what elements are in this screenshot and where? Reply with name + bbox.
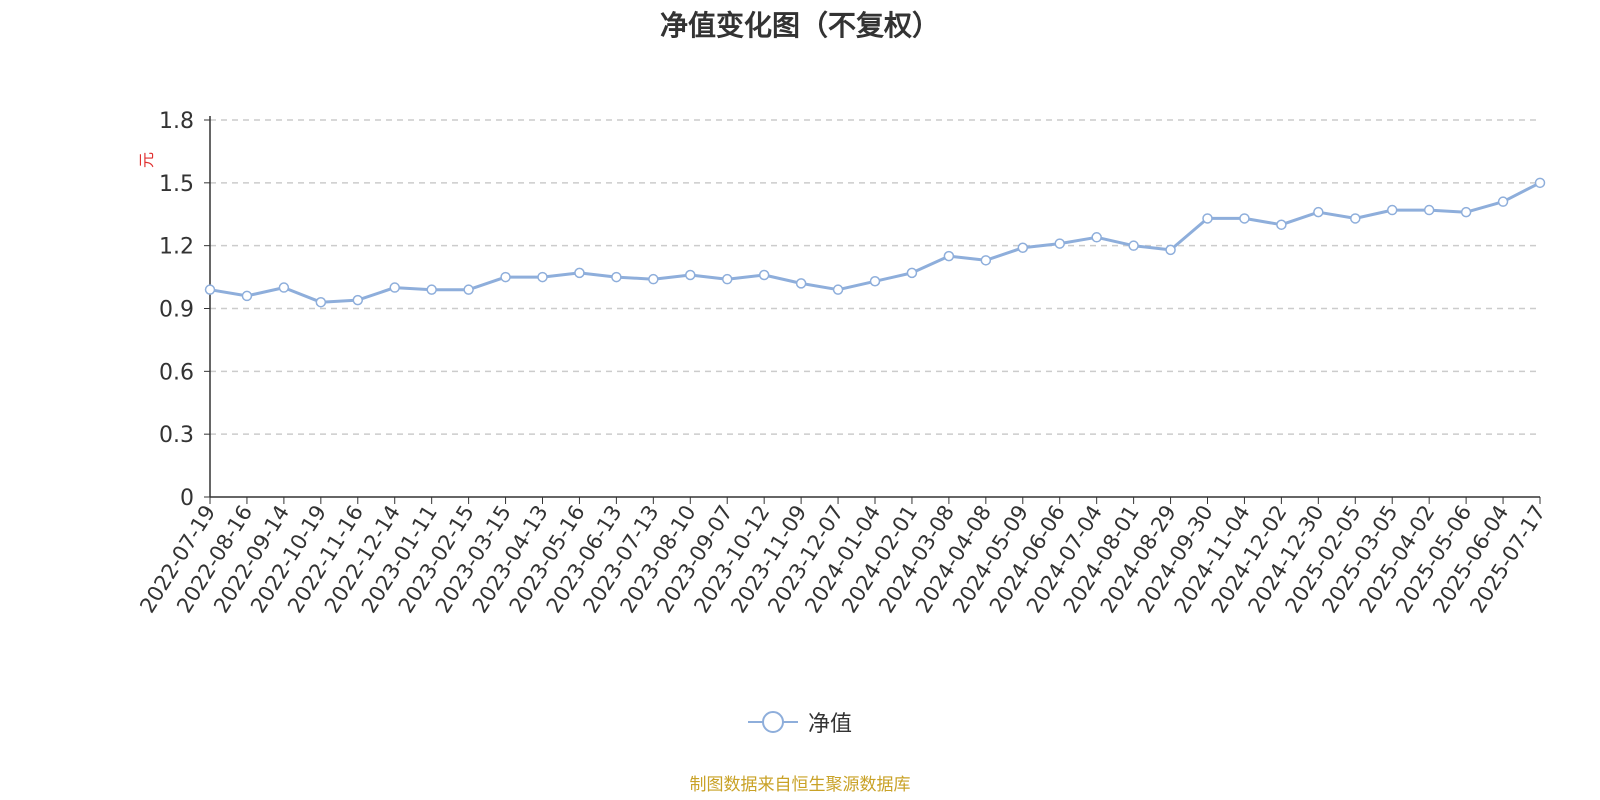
y-tick-label: 0.9 <box>159 298 194 323</box>
axes <box>209 116 1540 498</box>
data-point[interactable] <box>1423 204 1435 216</box>
y-tick-label: 1.8 <box>159 109 194 134</box>
data-point[interactable] <box>1534 177 1546 189</box>
data-point[interactable] <box>1350 213 1361 224</box>
data-point[interactable] <box>1386 204 1398 216</box>
y-tick-label: 1.2 <box>159 235 194 260</box>
data-point[interactable] <box>1017 242 1029 254</box>
data-point[interactable] <box>426 284 437 295</box>
data-point[interactable] <box>906 267 918 279</box>
data-point[interactable] <box>204 284 216 295</box>
data-point[interactable] <box>241 290 253 302</box>
y-tick-label: 0.6 <box>159 360 194 385</box>
data-point[interactable] <box>574 267 585 279</box>
data-point[interactable] <box>1054 238 1065 249</box>
y-axis-ticks: 0 0.3 0.6 0.9 1.2 1.5 1.8 <box>159 109 210 511</box>
data-point[interactable] <box>389 282 400 293</box>
data-point[interactable] <box>500 271 511 283</box>
y-tick-label: 1.5 <box>159 172 194 197</box>
source-note: 制图数据来自恒生聚源数据库 <box>689 775 911 795</box>
data-point[interactable] <box>315 296 327 308</box>
data-point[interactable] <box>1460 206 1472 218</box>
legend-label: 净值 <box>807 712 852 737</box>
data-point[interactable] <box>611 271 622 283</box>
data-point[interactable] <box>1497 196 1509 207</box>
data-point[interactable] <box>1313 206 1324 218</box>
grid-lines <box>210 119 1540 435</box>
data-point[interactable] <box>832 284 844 295</box>
data-point[interactable] <box>943 250 955 262</box>
data-point[interactable] <box>795 278 807 289</box>
data-point[interactable] <box>758 269 770 281</box>
data-point[interactable] <box>721 273 733 285</box>
y-tick-label: 0 <box>180 486 194 511</box>
data-point[interactable] <box>980 255 992 266</box>
data-point[interactable] <box>1128 240 1139 251</box>
data-point[interactable] <box>869 276 881 287</box>
data-point[interactable] <box>463 284 474 295</box>
y-axis-label: 元 <box>137 152 156 168</box>
data-point[interactable] <box>278 282 290 293</box>
data-point[interactable] <box>537 271 548 283</box>
data-point[interactable] <box>648 273 659 285</box>
legend-line-marker-icon <box>747 711 798 733</box>
series-layer <box>204 177 1546 308</box>
x-axis-ticks: 2022-07-192022-08-162022-09-142022-10-19… <box>135 497 1550 617</box>
data-point[interactable] <box>352 294 364 306</box>
data-point[interactable] <box>685 269 696 281</box>
y-tick-label: 0.3 <box>159 423 194 448</box>
data-point[interactable] <box>1165 244 1176 256</box>
data-point[interactable] <box>1091 232 1102 243</box>
data-point[interactable] <box>1202 213 1213 224</box>
chart-title: 净值变化图（不复权） <box>659 9 940 42</box>
data-point[interactable] <box>1239 213 1250 224</box>
legend[interactable]: 净值 <box>0 706 1600 738</box>
data-point[interactable] <box>1276 219 1287 230</box>
